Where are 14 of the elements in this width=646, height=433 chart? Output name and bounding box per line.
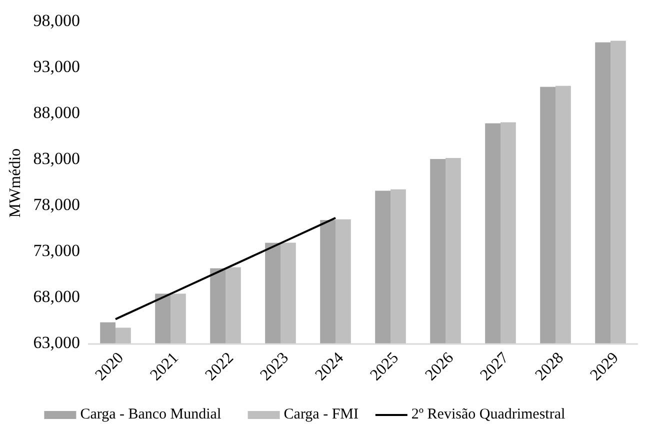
y-tick-label: 63,000 bbox=[33, 332, 80, 352]
legend-label: 2º Revisão Quadrimestral bbox=[411, 406, 566, 422]
y-tick-label: 93,000 bbox=[33, 56, 80, 76]
x-tick-label: 2021 bbox=[147, 349, 182, 384]
legend-label: Carga - FMI bbox=[284, 406, 359, 422]
y-axis-title: MWmédio bbox=[7, 148, 24, 218]
y-tick-label: 68,000 bbox=[33, 286, 80, 306]
legend-label: Carga - Banco Mundial bbox=[80, 406, 222, 422]
y-tick-label: 83,000 bbox=[33, 148, 80, 168]
y-tick-label: 73,000 bbox=[33, 240, 80, 260]
y-tick-label: 98,000 bbox=[33, 10, 80, 30]
y-tick-label: 88,000 bbox=[33, 102, 80, 122]
line-series bbox=[114, 216, 336, 320]
y-tick-label: 78,000 bbox=[33, 194, 80, 214]
